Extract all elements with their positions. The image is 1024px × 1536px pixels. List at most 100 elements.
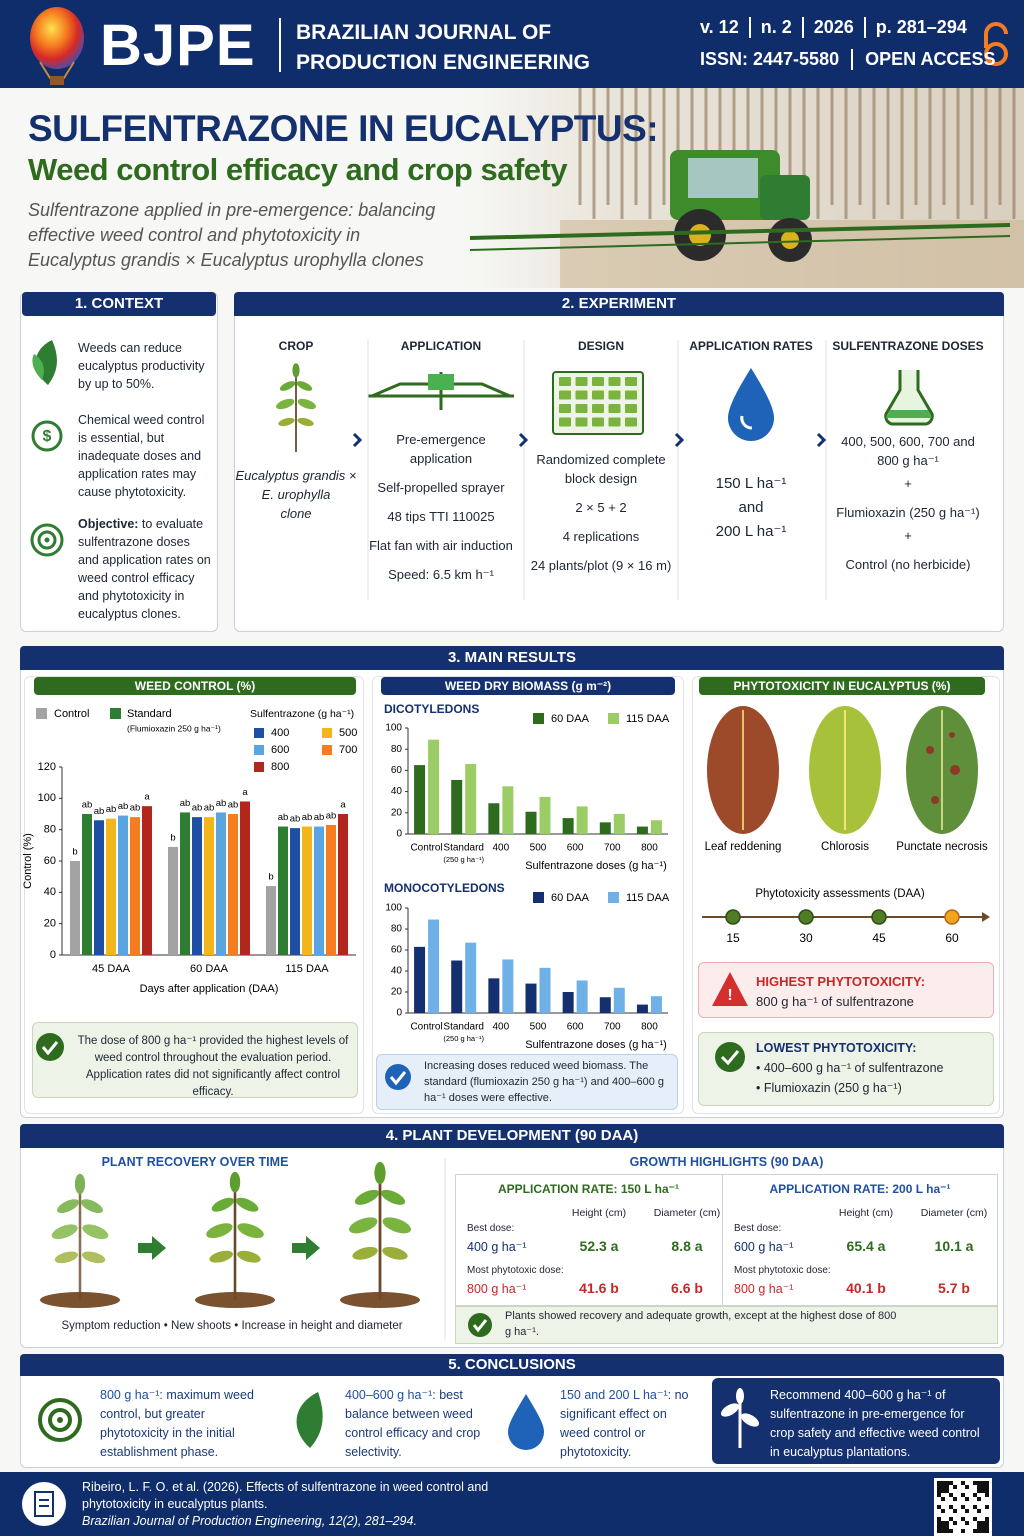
legend-note: (Flumioxazin 250 g ha⁻¹) — [127, 723, 221, 733]
logo — [30, 7, 84, 85]
plot-cell — [575, 390, 588, 400]
bar — [562, 992, 574, 1013]
qr-cell — [981, 1481, 985, 1485]
qr-cell — [945, 1489, 949, 1493]
significance-letter: ab — [106, 804, 117, 815]
timeline-point — [725, 909, 741, 925]
lead-line: effective weed control and phytotoxicity… — [28, 225, 361, 245]
qr-cell — [981, 1529, 985, 1533]
context-icons: $ — [30, 340, 64, 557]
recovery-steps: Symptom reduction • New shoots • Increas… — [61, 1320, 403, 1332]
qr-cell — [977, 1521, 981, 1525]
significance-letter: ab — [326, 810, 337, 821]
x-tick-label: Standard — [443, 1022, 484, 1033]
x-tick-label: 800 — [641, 1022, 658, 1033]
bar — [451, 779, 463, 834]
subheading: PLANT RECOVERY OVER TIME — [101, 1155, 289, 1169]
step: Increase in height and diameter — [241, 1320, 403, 1332]
legend-label: 600 — [271, 744, 289, 756]
bar — [428, 919, 440, 1013]
bar — [180, 812, 190, 955]
bar — [106, 818, 116, 955]
column-line: Self-propelled sprayer — [377, 480, 505, 495]
success: LOWEST PHYTOTOXICITY: • 400–600 g ha⁻¹ of… — [756, 1038, 986, 1098]
qr-cell — [945, 1485, 949, 1489]
plot-cell — [625, 377, 637, 386]
category-note: (250 g ha⁻¹) — [443, 855, 484, 864]
y-tick-label: 20 — [391, 987, 403, 998]
qr-cell — [985, 1529, 989, 1533]
symptom-label: Leaf reddening — [705, 841, 782, 853]
bar — [228, 814, 238, 955]
success-text: 400–600 g ha⁻¹ of sulfentrazone — [763, 1061, 944, 1075]
plot-cell — [559, 404, 571, 413]
qr-cell — [985, 1489, 989, 1493]
context-item: Weeds can reduce eucalyptus productivity… — [78, 341, 205, 391]
footer-icons — [22, 1478, 992, 1536]
qr-cell — [965, 1485, 969, 1489]
timeline-label: 45 — [872, 931, 886, 945]
success-box — [698, 1032, 994, 1106]
significance-letter: ab — [290, 814, 301, 825]
success-item: • Flumioxazin (250 g ha⁻¹) — [756, 1081, 902, 1095]
recommendation: Recommend 400–600 g ha⁻¹ of sulfentrazon… — [770, 1388, 980, 1459]
qr-cell — [981, 1489, 985, 1493]
y-tick-label: 120 — [38, 761, 56, 773]
conclusion: 800 g ha⁻¹: maximum weed control, but gr… — [100, 1386, 265, 1462]
qr-cell — [973, 1505, 977, 1509]
significance-letter: ab — [118, 801, 129, 812]
x-tick-label: 115 DAA — [285, 963, 329, 975]
bar — [613, 987, 625, 1013]
column-line: 150 L ha⁻¹ — [715, 475, 787, 492]
qr-cell — [981, 1525, 985, 1529]
bar — [142, 806, 152, 955]
warning: HIGHEST PHYTOTOXICITY: 800 g ha⁻¹ of sulf… — [756, 972, 986, 1012]
qr-cell — [937, 1489, 941, 1493]
table-value: 65.4 a — [846, 1238, 886, 1254]
row-label: Best dose: — [467, 1223, 515, 1234]
x-tick-label: 700 — [604, 1022, 621, 1033]
column-line: Eucalyptus grandis × — [235, 468, 357, 483]
experiment-icons — [273, 340, 934, 600]
lead-line: Sulfentrazone applied in pre-emergence: … — [28, 200, 436, 220]
qr-cell — [985, 1493, 989, 1497]
table-value: 52.3 a — [579, 1238, 619, 1254]
qr-cell — [941, 1497, 945, 1501]
qr-cell — [937, 1529, 941, 1533]
qr-cell — [985, 1481, 989, 1485]
meta-item: v. 12 — [700, 17, 739, 37]
qr-cell — [937, 1493, 941, 1497]
qr-cell — [977, 1497, 981, 1501]
bar — [216, 812, 226, 955]
column-line: E. urophylla — [261, 487, 331, 502]
biomass-panel — [372, 676, 684, 1114]
qr-cell — [937, 1525, 941, 1529]
qr-cell — [977, 1525, 981, 1529]
significance-letter: b — [170, 832, 175, 843]
bar — [599, 997, 611, 1013]
bar — [502, 786, 514, 834]
y-tick-label: 0 — [396, 1008, 402, 1019]
warning-text: 800 g ha⁻¹ of sulfentrazone — [756, 994, 914, 1009]
dose: 400 g ha⁻¹ — [467, 1240, 527, 1254]
table-value: 6.6 b — [671, 1280, 703, 1296]
bar — [636, 826, 648, 834]
bar — [451, 960, 463, 1013]
legend-label: 60 DAA — [551, 892, 590, 904]
context-item: Chemical weed control is essential, but … — [78, 413, 205, 499]
plot-cell — [625, 404, 637, 413]
step: Symptom reduction — [61, 1320, 161, 1332]
qr-cell — [985, 1505, 989, 1509]
legend-swatch — [254, 745, 264, 755]
legend-swatch — [608, 892, 619, 903]
legend-swatch — [533, 892, 544, 903]
qr-cell — [953, 1509, 957, 1513]
qr-cell — [941, 1485, 945, 1489]
conclusion: 150 and 200 L ha⁻¹: no significant effec… — [560, 1386, 695, 1462]
column-line: + — [904, 528, 912, 543]
svg-text:$: $ — [43, 428, 52, 445]
y-tick-label: 80 — [44, 824, 56, 836]
category-note: (250 g ha⁻¹) — [443, 1034, 484, 1043]
timeline-label: 30 — [799, 931, 813, 945]
qr-cell — [985, 1525, 989, 1529]
